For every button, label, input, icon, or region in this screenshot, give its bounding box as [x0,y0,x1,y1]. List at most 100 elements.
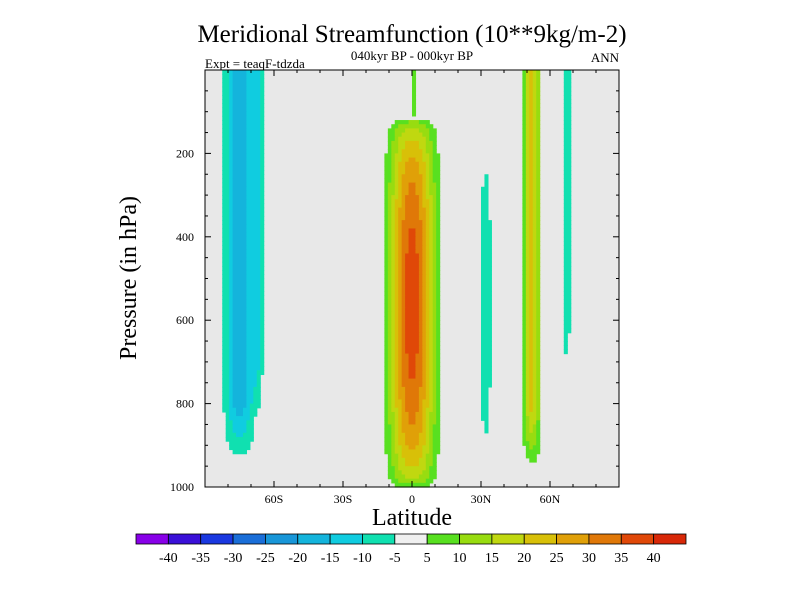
contour-cell [536,211,541,217]
contour-cell [225,428,234,434]
contour-cell [222,291,230,296]
contour-cell [481,378,492,384]
contour-cell [532,299,537,305]
contour-cell [394,178,399,184]
contour-cell [418,441,427,446]
contour-cell [525,120,530,125]
contour-cell [536,265,541,271]
contour-cell [222,361,230,367]
contour-cell [429,378,434,384]
contour-cell [387,382,392,388]
contour-cell [384,449,392,455]
contour-cell [232,240,247,246]
contour-cell [391,382,396,388]
contour-cell [425,386,430,392]
contour-cell [536,199,541,205]
contour-cell [481,361,492,367]
contour-cell [387,303,392,309]
contour-cell [246,353,261,359]
contour-cell [429,374,434,380]
contour-cell [394,270,399,275]
contour-cell [260,295,265,300]
contour-cell [398,420,403,426]
contour-cell [391,311,396,317]
contour-cell [401,341,406,346]
contour-cell [391,453,399,459]
contour-cell [429,432,434,438]
contour-cell [401,182,410,188]
contour-cell [260,140,265,146]
contour-cell [532,270,537,275]
contour-cell [415,370,423,376]
contour-cell [532,295,537,300]
contour-cell [394,199,403,205]
contour-cell [229,299,234,305]
contour-cell [536,328,541,334]
contour-cell [522,378,527,384]
contour-cell [384,291,389,296]
contour-cell [387,140,392,146]
contour-cell [425,332,430,338]
contour-cell [391,261,396,267]
contour-cell [222,107,230,113]
contour-cell [481,282,492,288]
contour-cell [536,399,541,405]
colorbar-swatch [459,533,493,545]
contour-cell [563,341,568,346]
contour-cell [481,224,492,230]
contour-cell [529,370,534,376]
contour-cell [429,403,434,409]
contour-cell [422,253,427,259]
contour-cell [391,328,396,334]
contour-cell [387,411,396,417]
colorbar-label: 5 [424,551,431,566]
contour-cell [536,236,541,242]
contour-cell [425,195,434,200]
contour-cell [418,165,427,171]
contour-cell [425,257,430,263]
contour-cell [232,357,247,363]
contour-cell [525,366,530,371]
contour-cell [429,445,434,451]
contour-cell [398,124,427,129]
contour-cell [536,345,541,350]
contour-cell [398,236,403,242]
contour-cell [222,157,230,163]
contour-cell [481,403,489,409]
contour-cell [432,157,441,163]
contour-cell [563,307,572,313]
contour-cell [429,420,437,426]
contour-cell [225,436,254,442]
contour-cell [401,445,410,451]
contour-cell [536,274,541,280]
contour-cell [260,132,265,138]
contour-cell [222,132,230,138]
contour-cell [529,153,534,159]
contour-cell [481,370,492,376]
contour-cell [481,386,489,392]
contour-cell [432,228,437,234]
contour-cell [429,265,434,271]
contour-cell [563,99,572,104]
contour-cell [260,270,265,275]
contour-cell [384,257,389,263]
contour-cell [387,278,392,284]
contour-cell [225,432,237,438]
contour-cell [532,228,537,234]
contour-cell [532,307,537,313]
contour-cell [398,178,403,184]
colorbar-swatch [394,533,428,545]
contour-cell [229,332,234,338]
contour-cell [384,432,392,438]
contour-cell [384,274,389,280]
contour-cell [401,320,406,325]
contour-cell [429,211,434,217]
contour-cell [481,299,492,305]
contour-cell [391,391,396,396]
contour-cell [398,374,403,380]
contour-cell [246,86,261,92]
contour-cell [522,370,527,376]
contour-cell [387,149,392,154]
contour-cell [525,274,530,280]
contour-cell [436,307,441,313]
